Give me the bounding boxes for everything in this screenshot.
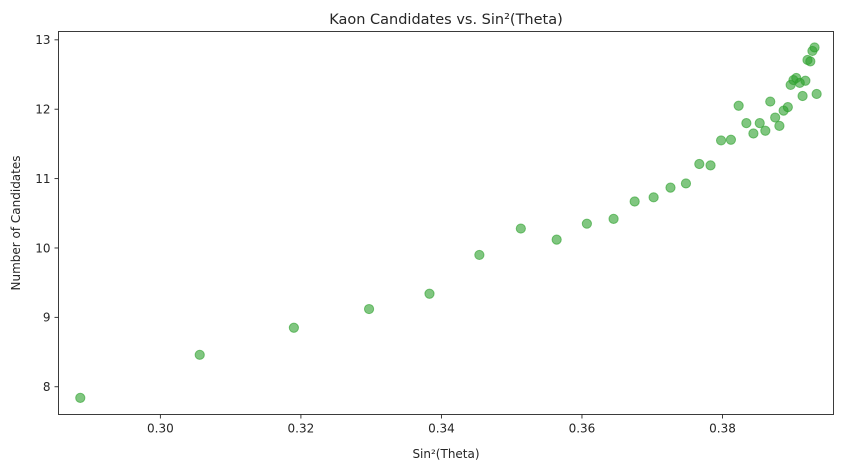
data-point-15	[705, 160, 716, 171]
data-point-17	[725, 134, 737, 145]
data-point-24	[770, 112, 781, 123]
y-tick-label-2: 10	[35, 241, 50, 255]
data-point-23	[765, 96, 776, 107]
x-tick-label-2: 0.34	[428, 422, 455, 436]
plot-frame	[58, 31, 834, 415]
data-point-1	[194, 349, 205, 360]
data-point-19	[741, 117, 752, 129]
data-point-27	[782, 102, 793, 113]
y-axis-title: Number of Candidates	[9, 156, 23, 291]
x-tick-label-3: 0.36	[569, 422, 596, 436]
data-point-5	[474, 249, 485, 261]
data-point-33	[800, 75, 811, 86]
data-points	[75, 42, 822, 403]
data-point-0	[75, 392, 86, 403]
data-point-11	[648, 192, 659, 203]
data-point-14	[694, 158, 705, 170]
data-point-7	[551, 234, 562, 245]
data-point-32	[797, 90, 808, 102]
x-tick-label-4: 0.38	[709, 422, 736, 436]
data-point-38	[811, 88, 822, 100]
data-point-3	[363, 303, 375, 315]
data-point-2	[288, 322, 299, 333]
data-point-9	[608, 213, 619, 224]
x-axis-title: Sin²(Theta)	[412, 447, 479, 461]
y-axis: 8 9 10 11 12 13	[35, 33, 59, 394]
x-tick-label-0: 0.30	[147, 422, 174, 436]
x-axis: 0.30 0.32 0.34 0.36 0.38	[147, 414, 736, 436]
y-tick-label-3: 11	[35, 172, 50, 186]
data-point-8	[581, 218, 592, 229]
data-point-12	[665, 182, 676, 193]
data-point-6	[515, 223, 526, 234]
data-point-13	[680, 178, 692, 189]
data-point-25	[774, 120, 785, 131]
data-point-37	[809, 42, 820, 53]
data-point-35	[805, 56, 816, 67]
data-point-4	[424, 288, 435, 299]
y-tick-label-1: 9	[43, 311, 51, 325]
data-point-10	[629, 196, 640, 207]
data-point-16	[715, 135, 727, 146]
data-point-21	[754, 117, 765, 129]
data-point-22	[760, 125, 771, 136]
data-point-18	[733, 100, 744, 111]
y-tick-label-4: 12	[35, 103, 50, 117]
chart-title: Kaon Candidates vs. Sin²(Theta)	[329, 12, 563, 28]
y-tick-label-5: 13	[35, 33, 50, 47]
y-tick-label-0: 8	[43, 380, 51, 394]
x-tick-label-1: 0.32	[288, 422, 315, 436]
data-point-20	[748, 128, 759, 139]
